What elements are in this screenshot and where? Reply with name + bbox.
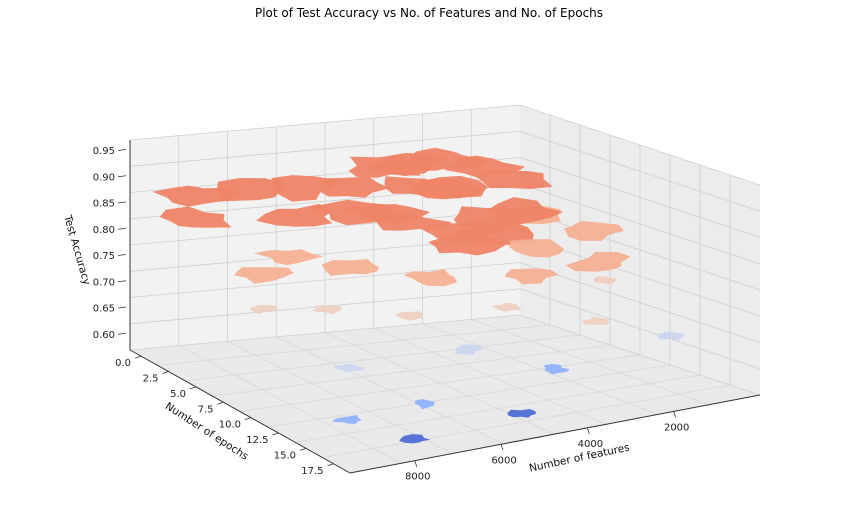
surface-patch (217, 178, 285, 202)
z-tick-label: 0.85 (93, 199, 115, 210)
x-axis-line (349, 394, 761, 474)
z-tick (117, 201, 127, 204)
chart-title: Plot of Test Accuracy vs No. of Features… (255, 6, 603, 20)
surface-patches (152, 147, 685, 444)
x-tick-label: 2000 (664, 422, 689, 433)
surface-patch (271, 175, 337, 202)
surface-patch (414, 399, 435, 410)
surface-patch (428, 234, 506, 256)
z-tick-label: 0.70 (93, 277, 115, 288)
z-tick-label: 0.60 (93, 330, 115, 341)
z-tick-label: 0.95 (93, 146, 115, 157)
surface-patch (474, 169, 553, 189)
surface-patch (504, 268, 559, 285)
y-tick-label: 10.0 (219, 420, 241, 431)
y-tick-label: 12.5 (246, 435, 268, 446)
surface-patch (563, 221, 624, 241)
y-axis-ticks: 0.0 2.5 5.0 7.5 10.0 12.5 15.0 17.5 (115, 355, 334, 477)
z-tick (117, 149, 127, 151)
surface-patch (332, 415, 362, 424)
surface-patch (321, 259, 380, 276)
z-tick (117, 254, 127, 256)
y-tick-label: 2.5 (143, 374, 159, 385)
y-tick-label: 5.0 (170, 389, 186, 400)
surface-patch (593, 276, 617, 285)
x-tick-label: 6000 (491, 455, 516, 466)
x-tick (586, 427, 590, 434)
z-axis-ticks: 0.60 0.65 0.70 0.75 0.80 0.85 0.90 0.95 (93, 146, 127, 341)
y-tick (189, 386, 197, 390)
y-tick (217, 401, 224, 405)
y-tick-label: 15.0 (274, 450, 296, 461)
x-tick-label: 8000 (405, 472, 430, 483)
z-tick (117, 280, 127, 283)
z-tick-label: 0.80 (93, 225, 115, 236)
surface-patch (543, 363, 570, 375)
y-tick-label: 0.0 (115, 358, 131, 369)
z-tick-label: 0.90 (93, 172, 115, 183)
surface-patch (348, 155, 422, 178)
z-axis-label: Test Accuracy (61, 213, 93, 286)
y-tick-label: 17.5 (301, 466, 323, 477)
surface-patch (399, 434, 431, 444)
surface-patch (507, 409, 536, 418)
surface-patch (250, 305, 279, 315)
surface-patch (234, 267, 294, 284)
y-axis-line (129, 349, 351, 474)
surface-patch (565, 251, 631, 272)
y-tick (299, 448, 307, 451)
x-tick (414, 460, 418, 467)
surface-patch (403, 269, 458, 287)
x-tick-label: 4000 (578, 439, 603, 450)
z-tick (117, 227, 127, 230)
z-tick-label: 0.65 (93, 304, 115, 315)
y-tick-label: 7.5 (198, 404, 214, 415)
z-tick-label: 0.75 (93, 251, 115, 262)
surface-patch (333, 363, 365, 373)
surface-patch (582, 316, 609, 325)
y-tick (134, 355, 142, 359)
surface-patch (311, 305, 342, 315)
z-tick (117, 332, 127, 335)
z-tick (117, 306, 127, 309)
x-tick (500, 444, 504, 451)
surface-patch (159, 206, 232, 228)
y-tick (162, 371, 169, 374)
surface-patch (307, 199, 394, 226)
surface-patch (384, 176, 439, 197)
x-tick (673, 411, 677, 418)
axis-lines (129, 140, 761, 474)
surface-patch (491, 302, 522, 312)
surface-patch (455, 344, 484, 355)
y-tick (272, 432, 279, 436)
z-tick (117, 175, 127, 178)
x-axis-ticks: 2000 4000 6000 8000 (405, 411, 689, 483)
surface-patch (253, 249, 324, 266)
surface-patch (657, 331, 685, 341)
surface-patch (319, 176, 391, 198)
y-tick (244, 417, 252, 421)
floor-pane (130, 315, 760, 473)
surface-patch (509, 239, 565, 258)
surface-patch (394, 311, 423, 321)
y-tick (327, 463, 334, 467)
